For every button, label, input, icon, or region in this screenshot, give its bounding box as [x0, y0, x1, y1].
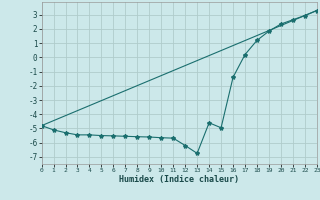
X-axis label: Humidex (Indice chaleur): Humidex (Indice chaleur)	[119, 175, 239, 184]
